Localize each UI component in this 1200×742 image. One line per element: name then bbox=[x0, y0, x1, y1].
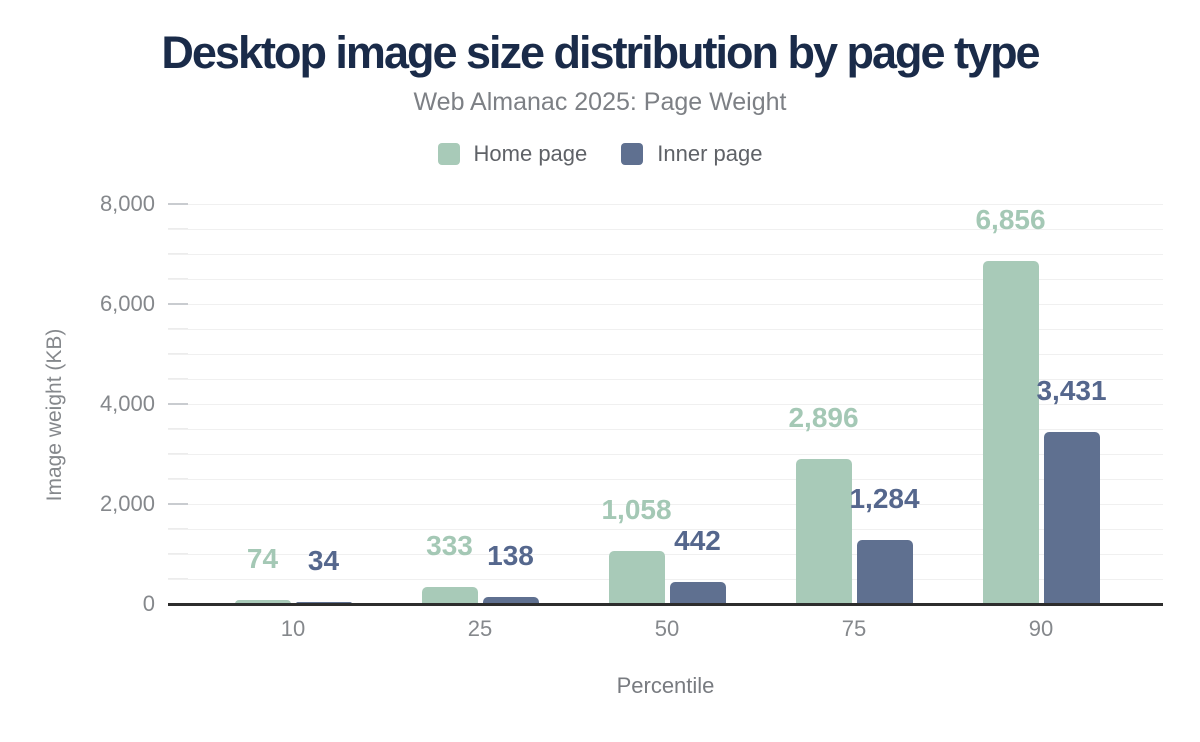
y-tick-mark-4000 bbox=[168, 403, 188, 405]
legend-label-home-page: Home page bbox=[473, 141, 588, 166]
y-axis-tick-labels: 0 2,000 4,000 6,000 8,000 bbox=[0, 191, 155, 616]
legend-swatch-home-page bbox=[437, 143, 460, 165]
bar-inner-page-p50[interactable] bbox=[669, 581, 726, 604]
gridline-1500 bbox=[168, 528, 1163, 530]
y-tick-mark-5500 bbox=[168, 328, 188, 329]
y-tick-mark-6500 bbox=[168, 278, 188, 279]
x-tick-label-90: 90 bbox=[1028, 616, 1054, 641]
y-tick-mark-8000 bbox=[168, 203, 188, 205]
bar-value-label-home-page-p10: 74 bbox=[246, 543, 279, 575]
gridline-7000 bbox=[168, 253, 1163, 255]
bar-home-page-p10[interactable] bbox=[234, 600, 291, 604]
bar-home-page-p75[interactable] bbox=[795, 459, 852, 604]
bar-inner-page-p90[interactable] bbox=[1043, 432, 1100, 604]
legend-label-inner-page: Inner page bbox=[657, 141, 763, 166]
gridline-7500 bbox=[168, 228, 1163, 230]
gridline-1000 bbox=[168, 553, 1163, 555]
legend-item-inner-page[interactable]: Inner page bbox=[621, 142, 762, 166]
y-tick-mark-500 bbox=[168, 578, 188, 579]
y-tick-mark-5000 bbox=[168, 353, 188, 354]
y-tick-mark-2000 bbox=[168, 503, 188, 505]
y-tick-label-0: 0 bbox=[142, 591, 155, 616]
gridline-4000 bbox=[168, 403, 1163, 405]
bar-inner-page-p75[interactable] bbox=[856, 539, 913, 604]
bar-home-page-p25[interactable] bbox=[421, 587, 478, 604]
bar-value-label-home-page-p90: 6,856 bbox=[975, 204, 1046, 236]
bar-value-label-inner-page-p75: 1,284 bbox=[849, 482, 920, 514]
bar-value-label-home-page-p50: 1,058 bbox=[601, 494, 672, 526]
bar-value-label-inner-page-p90: 3,431 bbox=[1036, 375, 1107, 407]
bar-value-label-inner-page-p25: 138 bbox=[487, 540, 534, 572]
gridline-3500 bbox=[168, 428, 1163, 430]
bar-value-label-home-page-p75: 2,896 bbox=[788, 402, 859, 434]
y-tick-mark-6000 bbox=[168, 303, 188, 305]
x-tick-label-25: 25 bbox=[467, 616, 493, 641]
x-tick-label-50: 50 bbox=[654, 616, 680, 641]
legend-swatch-inner-page bbox=[621, 143, 644, 165]
bar-home-page-p90[interactable] bbox=[982, 261, 1039, 604]
bar-value-label-inner-page-p50: 442 bbox=[674, 524, 721, 556]
y-tick-mark-1500 bbox=[168, 528, 188, 529]
gridline-5000 bbox=[168, 353, 1163, 355]
y-tick-mark-4500 bbox=[168, 378, 188, 379]
legend-item-home-page[interactable]: Home page bbox=[437, 141, 588, 166]
bar-home-page-p50[interactable] bbox=[608, 551, 665, 604]
x-axis-title: Percentile bbox=[616, 673, 715, 698]
chart-title: Desktop image size distribution by page … bbox=[161, 27, 1040, 78]
y-tick-mark-1000 bbox=[168, 553, 188, 554]
y-tick-label-8000: 8,000 bbox=[99, 191, 155, 216]
chart-subtitle: Web Almanac 2025: Page Weight bbox=[413, 88, 787, 116]
gridline-5500 bbox=[168, 328, 1163, 330]
y-tick-label-6000: 6,000 bbox=[99, 291, 155, 316]
legend: Home page Inner page bbox=[0, 142, 1200, 166]
gridline-6500 bbox=[168, 278, 1163, 280]
x-axis-tick-labels: 10 25 50 75 90 bbox=[168, 616, 1163, 642]
y-tick-mark-7500 bbox=[168, 228, 188, 229]
gridline-2500 bbox=[168, 478, 1163, 480]
bar-value-label-inner-page-p10: 34 bbox=[307, 545, 340, 577]
gridline-8000 bbox=[168, 203, 1163, 205]
bar-inner-page-p25[interactable] bbox=[482, 597, 539, 604]
y-tick-label-2000: 2,000 bbox=[99, 491, 155, 516]
gridline-3000 bbox=[168, 453, 1163, 455]
gridline-4500 bbox=[168, 378, 1163, 380]
gridline-6000 bbox=[168, 303, 1163, 305]
y-tick-mark-2500 bbox=[168, 478, 188, 479]
x-tick-label-75: 75 bbox=[841, 616, 867, 641]
gridline-500 bbox=[168, 578, 1163, 580]
x-tick-label-10: 10 bbox=[280, 616, 306, 641]
y-tick-mark-3000 bbox=[168, 453, 188, 454]
bar-value-label-home-page-p25: 333 bbox=[426, 530, 473, 562]
x-axis-line bbox=[168, 603, 1163, 606]
y-tick-mark-7000 bbox=[168, 253, 188, 254]
y-tick-label-4000: 4,000 bbox=[99, 391, 155, 416]
gridline-2000 bbox=[168, 503, 1163, 505]
plot-area: 74 34 333 138 1,058 442 2,896 1,284 6,856 3,431 bbox=[168, 203, 1163, 606]
y-tick-mark-3500 bbox=[168, 428, 188, 429]
